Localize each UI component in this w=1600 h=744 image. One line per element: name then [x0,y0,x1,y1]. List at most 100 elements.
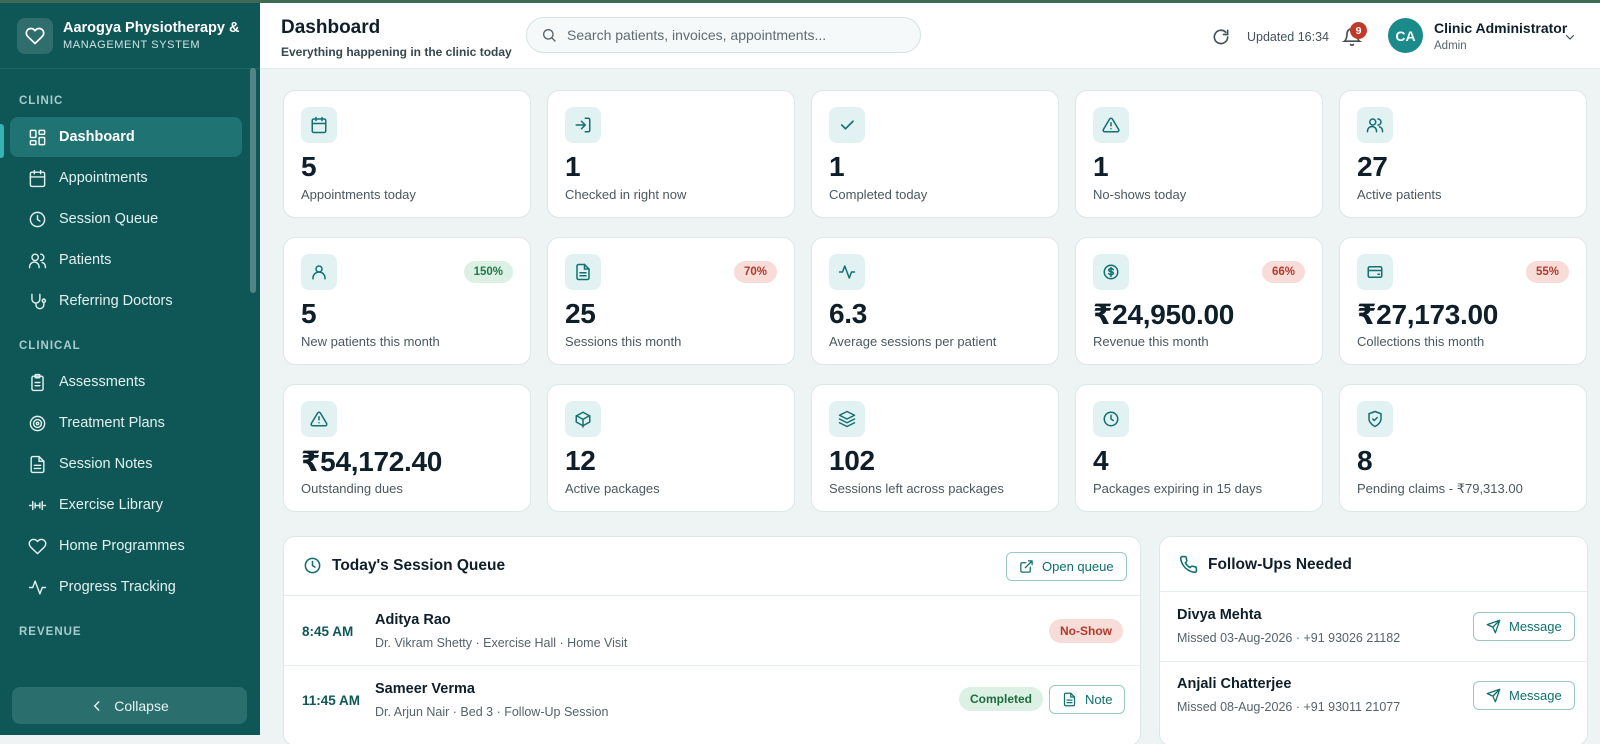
page-subtitle: Everything happening in the clinic today [281,45,512,59]
message-button[interactable]: Message [1473,612,1575,641]
stat-card-revenue-month[interactable]: 66% ₹24,950.00 Revenue this month [1075,237,1323,365]
wallet-icon [1357,254,1393,290]
stat-card-average-sessions[interactable]: 6.3 Average sessions per patient [811,237,1059,365]
open-queue-button[interactable]: Open queue [1006,552,1127,581]
stat-card-active-packages[interactable]: 12 Active packages [547,384,795,512]
stat-value: 25 [565,298,596,329]
log-in-icon [565,107,601,143]
stat-card-no-shows[interactable]: 1 No-shows today [1075,90,1323,218]
stat-value: ₹54,172.40 [301,446,443,477]
sidebar-item-label: Exercise Library [59,497,163,513]
stat-card-checked-in[interactable]: 1 Checked in right now [547,90,795,218]
sidebar-item-label: Dashboard [59,129,135,145]
active-indicator [0,124,4,158]
sidebar-item-exercise-library[interactable]: Exercise Library [10,485,242,525]
notification-badge: 9 [1350,22,1367,39]
queue-patient-name[interactable]: Sameer Verma [375,681,475,697]
stat-card-new-patients[interactable]: 150% 5 New patients this month [283,237,531,365]
stat-label: Collections this month [1357,334,1485,349]
stat-card-active-patients[interactable]: 27 Active patients [1339,90,1587,218]
dollar-circle-icon [1093,254,1129,290]
divider [1160,661,1587,662]
sidebar-item-progress-tracking[interactable]: Progress Tracking [10,567,242,607]
stat-label: Sessions this month [565,334,682,349]
stat-value: 102 [829,445,875,476]
search-input[interactable] [567,27,897,43]
calendar-icon [301,107,337,143]
stat-card-collections-month[interactable]: 55% ₹27,173.00 Collections this month [1339,237,1587,365]
send-icon [1486,688,1501,703]
sidebar-item-session-notes[interactable]: Session Notes [10,444,242,484]
sidebar-item-label: Progress Tracking [59,579,176,595]
stat-card-sessions-left[interactable]: 102 Sessions left across packages [811,384,1059,512]
stat-label: Active packages [565,481,660,496]
stat-card-completed-today[interactable]: 1 Completed today [811,90,1059,218]
trend-badge: 70% [733,261,777,283]
followup-name[interactable]: Divya Mehta [1177,607,1262,623]
followup-name[interactable]: Anjali Chatterjee [1177,676,1292,692]
queue-meta: Dr. Arjun Nair · Bed 3 · Follow-Up Sessi… [375,705,609,719]
alert-triangle-icon [301,401,337,437]
stat-value: 1 [829,151,845,182]
queue-time: 11:45 AM [302,693,361,708]
search-box[interactable] [526,17,921,53]
sidebar-item-patients[interactable]: Patients [10,240,242,280]
user-icon [301,254,337,290]
status-badge: No-Show [1049,619,1123,643]
sidebar-item-label: Treatment Plans [59,415,165,431]
stat-label: New patients this month [301,334,440,349]
sidebar-item-label: Assessments [59,374,146,390]
users-icon [1357,107,1393,143]
note-button[interactable]: Note [1049,685,1126,714]
brand-subtitle: MANAGEMENT SYSTEM [63,39,201,51]
sidebar-item-session-queue[interactable]: Session Queue [10,199,242,239]
stat-card-packages-expiring[interactable]: 4 Packages expiring in 15 days [1075,384,1323,512]
stat-value: 4 [1093,445,1109,476]
top-accent-line [0,0,1600,3]
sidebar-item-label: Home Programmes [59,538,185,554]
stat-label: Active patients [1357,187,1442,202]
stat-card-outstanding-dues[interactable]: ₹54,172.40 Outstanding dues [283,384,531,512]
stat-label: Packages expiring in 15 days [1093,481,1263,496]
sidebar-item-appointments[interactable]: Appointments [10,158,242,198]
session-queue-title: Today's Session Queue [303,556,505,575]
stat-card-pending-claims[interactable]: 8 Pending claims - ₹79,313.00 [1339,384,1587,512]
header: Dashboard Everything happening in the cl… [260,3,1600,69]
trend-badge: 66% [1261,261,1305,283]
stat-card-sessions-month[interactable]: 70% 25 Sessions this month [547,237,795,365]
sidebar-item-referring-doctors[interactable]: Referring Doctors [10,281,242,321]
collapse-button[interactable]: Collapse [12,687,247,724]
sidebar-item-treatment-plans[interactable]: Treatment Plans [10,403,242,443]
sidebar-item-assessments[interactable]: Assessments [10,362,242,402]
user-name[interactable]: Clinic Administrator [1434,20,1568,36]
refresh-icon[interactable] [1211,27,1231,47]
stat-label: Pending claims - ₹79,313.00 [1357,481,1523,496]
avatar[interactable]: CA [1388,18,1423,53]
chevron-down-icon[interactable] [1564,31,1576,43]
sidebar-item-home-programmes[interactable]: Home Programmes [10,526,242,566]
follow-ups-title: Follow-Ups Needed [1179,555,1352,574]
queue-meta: Dr. Vikram Shetty · Exercise Hall · Home… [375,636,628,650]
sidebar-scrollbar[interactable] [250,68,256,293]
followup-meta: Missed 03-Aug-2026 · +91 93026 21182 [1177,631,1401,645]
follow-ups-panel: Follow-Ups Needed Divya Mehta Missed 03-… [1159,536,1588,744]
brand[interactable]: Aarogya Physiotherapy & I MANAGEMENT SYS… [0,3,260,69]
followup-meta: Missed 08-Aug-2026 · +91 93011 21077 [1177,700,1401,714]
package-icon [565,401,601,437]
clock-icon [304,557,321,574]
shield-check-icon [1357,401,1393,437]
user-role: Admin [1434,40,1467,52]
external-link-icon [1020,560,1033,573]
sidebar-item-label: Referring Doctors [59,293,173,309]
stat-card-appointments-today[interactable]: 5 Appointments today [283,90,531,218]
message-button[interactable]: Message [1473,681,1575,710]
nav-section-revenue: REVENUE [19,626,82,638]
search-icon [543,29,556,42]
queue-patient-name[interactable]: Aditya Rao [375,612,451,628]
stat-value: ₹27,173.00 [1357,299,1499,330]
file-text-icon [565,254,601,290]
queue-time: 8:45 AM [302,624,354,639]
file-text-icon [1063,692,1076,707]
sidebar-item-dashboard[interactable]: Dashboard [10,117,242,157]
stat-label: Completed today [829,187,928,202]
